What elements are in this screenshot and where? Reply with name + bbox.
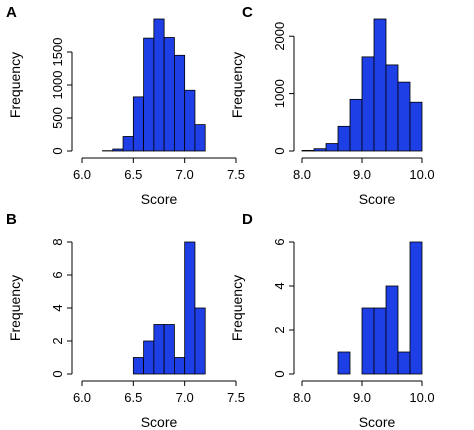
panel-d-x-axis-label: Score [359, 414, 396, 430]
panel-c-x-tick-label: 10.0 [409, 167, 434, 182]
panel-c-bar-0 [301, 150, 315, 152]
panel-c: C 8.0 9.0 10.0 Score 0 1000 2000 Frequency [229, 4, 435, 207]
panel-c-letter: C [242, 4, 253, 21]
panel-d-bar-4 [385, 285, 399, 375]
panel-a-x-axis-label: Score [141, 191, 178, 207]
panel-b-x-tick-label: 6.0 [73, 390, 91, 405]
panel-c-bar-6 [373, 18, 387, 152]
panel-c-x-tick-label: 9.0 [353, 167, 371, 182]
panel-b-y-tick-label: 6 [50, 271, 65, 278]
panel-b-bar-1 [143, 340, 155, 375]
panel-b-y-tick-label: 0 [50, 370, 65, 377]
panel-b-bar-3 [163, 324, 175, 375]
panel-b-bar-0 [132, 357, 144, 375]
panel-b-y-axis: 0 2 4 6 8 [50, 238, 73, 378]
panel-b-y-tick-label: 4 [50, 304, 65, 311]
panel-b-x-axis-label: Score [141, 414, 178, 430]
panel-d-y-tick-label: 6 [272, 238, 287, 245]
panel-c-bar-4 [349, 98, 363, 152]
panel-c-bar-8 [397, 81, 411, 152]
panel-b-y-tick-label: 8 [50, 238, 65, 245]
panel-c-bar-1 [313, 148, 327, 152]
panel-d-x-tick-label: 9.0 [353, 390, 371, 405]
panel-a-y-tick-label: 500 [50, 107, 65, 129]
panel-b-letter: B [6, 211, 17, 228]
panel-a-x-tick-label: 6.5 [124, 167, 142, 182]
panel-d-x-axis: 8.0 9.0 10.0 [293, 380, 435, 405]
panel-a-bar-3 [132, 96, 144, 152]
panel-a-x-tick-label: 6.0 [73, 167, 91, 182]
panel-a: A 6.0 6.5 7.0 7.5 Score 0 500 1000 1500 Frequency [6, 4, 245, 207]
panel-a-y-tick-label: 0 [50, 147, 65, 154]
panel-a-x-tick-label: 7.5 [227, 167, 245, 182]
panel-d-x-tick-label: 8.0 [293, 390, 311, 405]
panel-d-x-tick-label: 10.0 [409, 390, 434, 405]
panel-d-y-axis-label: Frequency [229, 275, 245, 341]
panel-b-x-tick-label: 7.0 [176, 390, 194, 405]
panel-a-y-tick-label: 1500 [50, 38, 65, 67]
panel-c-x-axis: 8.0 9.0 10.0 [293, 157, 435, 182]
panel-b-bar-5 [184, 241, 196, 375]
panel-c-bar-3 [337, 125, 351, 152]
panel-b-x-axis: 6.0 6.5 7.0 7.5 [73, 380, 245, 405]
panel-a-y-tick-label: 1000 [50, 71, 65, 100]
panel-d-bar-3 [373, 307, 387, 375]
panel-a-bar-5 [153, 18, 165, 152]
panel-b-y-tick-label: 2 [50, 337, 65, 344]
panel-d-bar-0 [337, 351, 351, 375]
panel-a-bar-7 [173, 54, 186, 152]
panel-a-x-axis: 6.0 6.5 7.0 7.5 [73, 157, 245, 182]
panel-d-y-tick-label: 4 [272, 282, 287, 289]
panel-d-y-tick-label: 0 [272, 370, 287, 377]
panel-b-bar-4 [173, 357, 186, 375]
panel-c-x-axis-label: Score [359, 191, 396, 207]
panel-d: D 8.0 9.0 10.0 Score 0 2 4 6 Frequency [229, 211, 435, 430]
panel-c-y-tick-label: 0 [272, 147, 287, 154]
panel-a-letter: A [6, 4, 17, 21]
panel-b-x-tick-label: 7.5 [227, 390, 245, 405]
panel-d-bar-2 [361, 307, 375, 375]
panel-c-bar-2 [325, 143, 339, 152]
panel-d-letter: D [242, 211, 253, 228]
panel-a-bar-6 [163, 37, 175, 152]
panel-c-bar-9 [409, 101, 423, 152]
panel-a-y-axis: 0 500 1000 1500 [50, 38, 73, 155]
panel-a-bar-8 [184, 89, 196, 152]
panel-b-y-axis-label: Frequency [7, 275, 23, 341]
panel-b-bar-2 [153, 324, 165, 375]
panel-d-y-axis: 0 2 4 6 [272, 238, 295, 378]
panel-d-bar-6 [409, 241, 423, 375]
panel-a-bar-1 [112, 148, 124, 152]
panel-a-bar-2 [122, 136, 134, 152]
panel-d-bar-5 [397, 351, 411, 375]
panel-a-y-axis-label: Frequency [7, 52, 23, 118]
panel-c-y-axis-label: Frequency [229, 52, 245, 118]
panel-d-y-tick-label: 2 [272, 326, 287, 333]
panel-c-y-tick-label: 1000 [272, 79, 287, 108]
panel-c-y-axis: 0 1000 2000 [272, 22, 295, 155]
panel-a-bar-4 [143, 37, 155, 152]
panel-c-y-tick-label: 2000 [272, 22, 287, 51]
panel-b-bar-6 [194, 307, 206, 375]
panel-a-bar-9 [194, 124, 206, 152]
panel-a-x-tick-label: 7.0 [176, 167, 194, 182]
panel-b-x-tick-label: 6.5 [124, 390, 142, 405]
panel-c-x-tick-label: 8.0 [293, 167, 311, 182]
panel-c-bar-5 [361, 56, 375, 152]
panel-b: B 6.0 6.5 7.0 7.5 Score 0 2 4 6 8 Frequency [6, 211, 245, 430]
panel-c-bar-7 [385, 64, 399, 152]
